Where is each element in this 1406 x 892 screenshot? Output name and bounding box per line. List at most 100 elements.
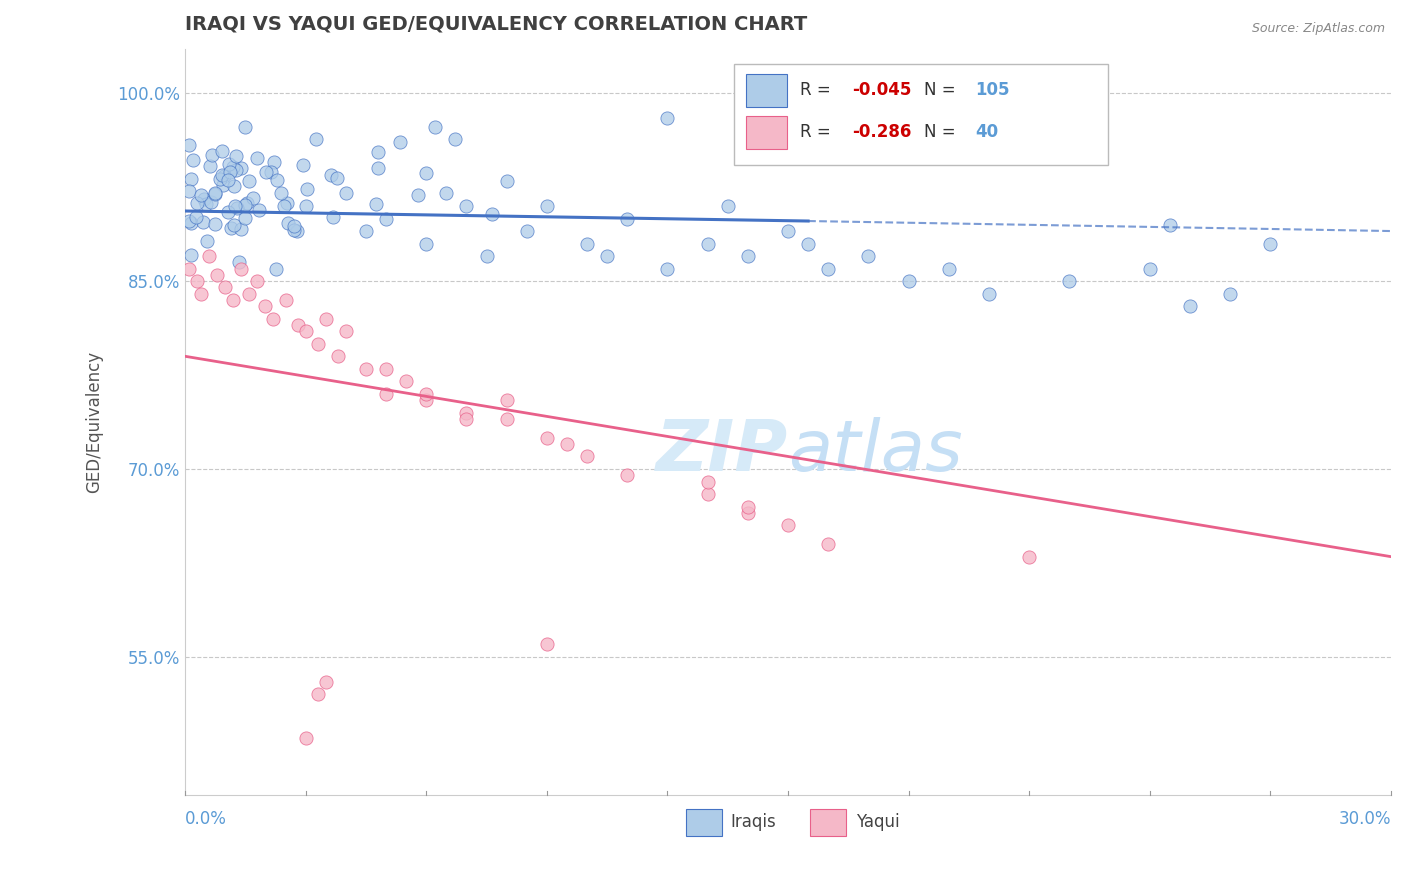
Point — [408, 187, 430, 202]
Text: R =: R = — [800, 123, 837, 141]
Point — [291, 158, 314, 172]
Point — [456, 199, 478, 213]
Point — [274, 293, 297, 307]
Point — [616, 468, 638, 483]
Point — [224, 179, 246, 194]
Point — [797, 236, 820, 251]
Point — [212, 169, 235, 183]
Point — [195, 197, 218, 211]
Point — [375, 361, 398, 376]
Point — [481, 207, 503, 221]
Point — [231, 261, 253, 276]
Point — [325, 170, 347, 185]
Point — [425, 120, 447, 135]
Point — [200, 194, 222, 209]
Text: Source: ZipAtlas.com: Source: ZipAtlas.com — [1251, 22, 1385, 36]
Point — [283, 223, 305, 237]
Point — [456, 412, 478, 426]
Point — [322, 210, 344, 224]
Text: atlas: atlas — [787, 417, 963, 486]
Text: IRAQI VS YAQUI GED/EQUIVALENCY CORRELATION CHART: IRAQI VS YAQUI GED/EQUIVALENCY CORRELATI… — [186, 15, 807, 34]
Point — [335, 324, 357, 338]
Point — [287, 318, 309, 332]
Point — [193, 192, 215, 206]
Point — [214, 280, 236, 294]
Text: 30.0%: 30.0% — [1339, 810, 1391, 828]
Point — [285, 224, 308, 238]
Point — [221, 220, 243, 235]
Point — [211, 178, 233, 193]
Point — [228, 255, 250, 269]
Point — [897, 274, 920, 288]
Point — [263, 155, 285, 169]
Point — [204, 186, 226, 201]
Y-axis label: GED/Equivalency: GED/Equivalency — [86, 351, 103, 493]
Point — [737, 506, 759, 520]
Point — [177, 261, 200, 276]
Point — [415, 387, 437, 401]
Point — [696, 487, 718, 501]
FancyBboxPatch shape — [810, 809, 846, 836]
Point — [211, 169, 233, 183]
Point — [415, 236, 437, 251]
Point — [1260, 236, 1282, 251]
Point — [375, 387, 398, 401]
Point — [576, 450, 599, 464]
Point — [395, 375, 418, 389]
Point — [536, 199, 558, 213]
Point — [211, 144, 233, 158]
Point — [181, 153, 204, 168]
Point — [817, 537, 839, 551]
Point — [218, 165, 240, 179]
Point — [242, 191, 264, 205]
Point — [254, 299, 277, 313]
Point — [226, 201, 249, 215]
Point — [209, 171, 232, 186]
Point — [276, 196, 298, 211]
Point — [443, 132, 465, 146]
Point — [179, 213, 201, 227]
Point — [294, 731, 316, 746]
Point — [307, 336, 329, 351]
Point — [315, 311, 337, 326]
Text: 40: 40 — [974, 123, 998, 141]
Point — [364, 197, 387, 211]
Point — [225, 149, 247, 163]
Point — [977, 286, 1000, 301]
Point — [415, 393, 437, 408]
Point — [305, 132, 328, 146]
Point — [776, 224, 799, 238]
Point — [596, 249, 619, 263]
Point — [657, 112, 679, 126]
Text: N =: N = — [924, 123, 962, 141]
Point — [222, 219, 245, 233]
Point — [354, 361, 377, 376]
Point — [263, 311, 285, 326]
Point — [195, 235, 218, 249]
Point — [198, 159, 221, 173]
Point — [273, 199, 295, 213]
Point — [1159, 218, 1181, 232]
Point — [236, 196, 259, 211]
Point — [218, 156, 240, 170]
Point — [536, 431, 558, 445]
Point — [326, 349, 349, 363]
Point — [238, 286, 260, 301]
Point — [576, 236, 599, 251]
Point — [177, 184, 200, 198]
Point — [737, 249, 759, 263]
Text: 105: 105 — [974, 81, 1010, 99]
Point — [246, 274, 269, 288]
Text: -0.045: -0.045 — [852, 81, 911, 99]
Text: 0.0%: 0.0% — [186, 810, 226, 828]
Text: Yaqui: Yaqui — [856, 814, 900, 831]
Point — [737, 500, 759, 514]
Point — [294, 199, 316, 213]
Point — [201, 147, 224, 161]
Point — [217, 173, 239, 187]
Point — [858, 249, 880, 263]
Point — [294, 324, 316, 338]
Point — [247, 203, 270, 218]
Point — [193, 215, 215, 229]
Point — [389, 135, 412, 149]
